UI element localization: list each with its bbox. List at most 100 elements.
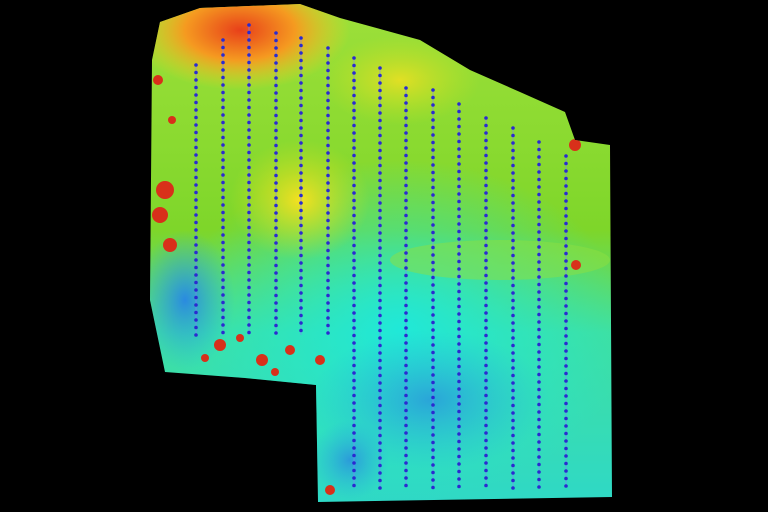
camera-point: [457, 342, 461, 346]
camera-point: [404, 108, 408, 113]
camera-point: [564, 244, 568, 248]
camera-point: [564, 349, 568, 353]
camera-point: [326, 203, 330, 208]
camera-point: [194, 93, 198, 97]
camera-point: [274, 211, 278, 215]
camera-point: [299, 163, 303, 168]
camera-point: [431, 268, 435, 272]
camera-point: [299, 216, 303, 220]
camera-point: [431, 133, 435, 137]
camera-point: [247, 105, 251, 110]
camera-point: [511, 156, 515, 160]
camera-point: [274, 166, 278, 170]
camera-point: [537, 462, 541, 467]
camera-point: [378, 381, 382, 385]
camera-point: [457, 207, 461, 211]
camera-point: [352, 326, 356, 330]
camera-point: [457, 304, 461, 309]
camera-point: [352, 228, 356, 233]
camera-point: [194, 85, 198, 90]
camera-point: [221, 113, 225, 117]
camera-point: [326, 53, 330, 58]
camera-point: [431, 185, 435, 190]
camera-point: [404, 333, 408, 338]
camera-point: [404, 183, 408, 188]
camera-point: [352, 356, 356, 360]
camera-point: [194, 70, 198, 75]
camera-point: [404, 213, 408, 218]
camera-point: [431, 478, 435, 482]
camera-point: [378, 463, 382, 468]
camera-point: [404, 356, 408, 360]
camera-point: [404, 326, 408, 330]
camera-point: [247, 285, 251, 290]
camera-point: [404, 281, 408, 285]
camera-point: [404, 378, 408, 383]
camera-point: [352, 341, 356, 345]
camera-point: [457, 364, 461, 369]
camera-point: [404, 273, 408, 278]
camera-point: [299, 238, 303, 243]
camera-point: [352, 476, 356, 480]
camera-point: [274, 218, 278, 223]
camera-point: [431, 448, 435, 452]
camera-point: [378, 441, 382, 445]
camera-point: [564, 296, 568, 301]
camera-point: [484, 138, 488, 143]
camera-point: [274, 196, 278, 200]
camera-point: [404, 416, 408, 420]
camera-point: [247, 225, 251, 230]
camera-point: [352, 191, 356, 195]
camera-point: [378, 298, 382, 303]
camera-point: [484, 363, 488, 368]
camera-point: [378, 133, 382, 138]
camera-point: [352, 483, 356, 488]
camera-point: [274, 128, 278, 133]
camera-point: [431, 155, 435, 160]
camera-point: [299, 291, 303, 295]
camera-point: [299, 208, 303, 213]
camera-point: [484, 131, 488, 135]
camera-point: [299, 66, 303, 70]
camera-point: [537, 335, 541, 339]
camera-point: [484, 266, 488, 270]
camera-point: [299, 268, 303, 273]
camera-point: [511, 193, 515, 198]
camera-point: [247, 278, 251, 282]
camera-point: [299, 186, 303, 190]
camera-point: [457, 387, 461, 391]
camera-point: [564, 416, 568, 421]
camera-point: [484, 183, 488, 188]
camera-point: [274, 158, 278, 163]
camera-point: [484, 318, 488, 323]
camera-point: [431, 343, 435, 347]
camera-point: [564, 431, 568, 436]
camera-point: [274, 293, 278, 298]
camera-point: [484, 243, 488, 248]
camera-point: [484, 453, 488, 458]
camera-point: [511, 358, 515, 363]
camera-point: [457, 222, 461, 226]
camera-point: [564, 379, 568, 383]
camera-point: [247, 300, 251, 305]
camera-point: [484, 476, 488, 480]
camera-point: [299, 231, 303, 235]
camera-point: [221, 128, 225, 132]
camera-point: [299, 261, 303, 265]
camera-point: [537, 312, 541, 317]
camera-point: [274, 113, 278, 118]
camera-point: [194, 288, 198, 292]
camera-point: [326, 226, 330, 230]
camera-point: [511, 456, 515, 460]
camera-point: [511, 396, 515, 400]
camera-point: [194, 280, 198, 285]
camera-point: [378, 66, 382, 70]
camera-point: [194, 108, 198, 112]
camera-point: [404, 221, 408, 225]
camera-point: [352, 303, 356, 308]
camera-point: [299, 126, 303, 130]
camera-point: [537, 222, 541, 227]
camera-point: [431, 313, 435, 317]
camera-point: [247, 45, 251, 50]
camera-point: [431, 335, 435, 340]
